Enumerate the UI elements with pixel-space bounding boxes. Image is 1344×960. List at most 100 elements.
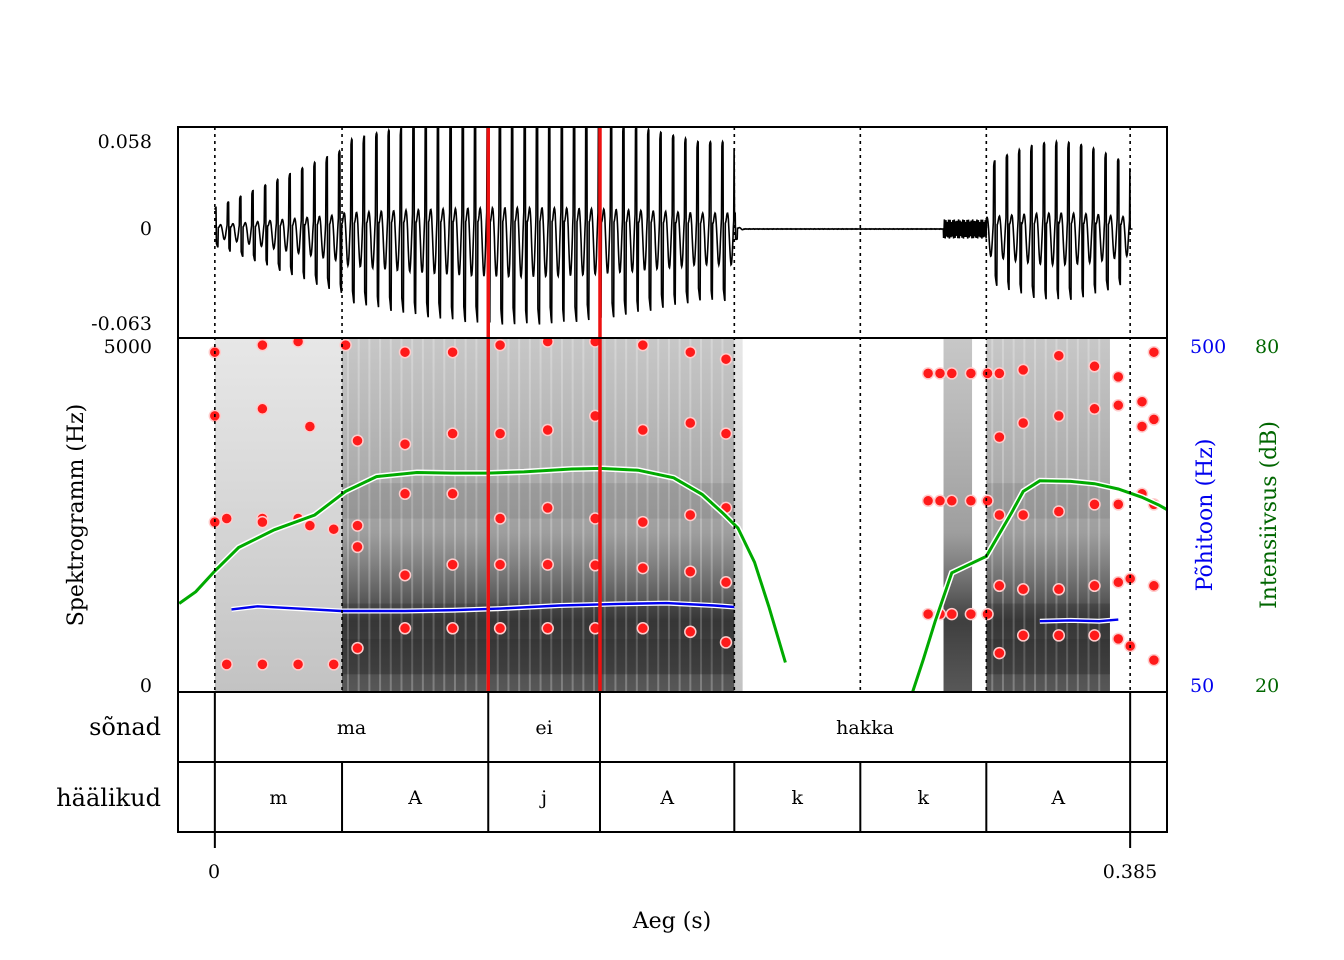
formant-point — [719, 636, 733, 649]
formant-point — [1016, 629, 1030, 642]
formant-dots — [208, 338, 1161, 671]
formant-point — [719, 352, 733, 366]
formant-point — [1052, 349, 1066, 362]
formant-point — [1112, 370, 1125, 384]
formant-point — [993, 367, 1006, 380]
formant-point — [1016, 583, 1030, 596]
formant-point — [981, 367, 994, 380]
formant-point — [993, 646, 1006, 660]
spectrogram-band — [943, 338, 973, 692]
formant-point — [921, 607, 935, 621]
formant-point — [327, 522, 340, 536]
formant-point — [981, 607, 994, 621]
formant-point — [541, 622, 554, 635]
tier-interval-label: k — [918, 787, 930, 809]
intensity-top-tick: 80 — [1255, 336, 1279, 358]
formant-point — [1052, 583, 1066, 596]
formant-point — [636, 561, 650, 575]
formant-point — [327, 658, 340, 671]
formant-point — [1112, 632, 1125, 646]
formant-point — [981, 494, 994, 508]
formant-point — [964, 367, 978, 380]
formant-point — [303, 519, 317, 532]
formant-point — [921, 494, 935, 508]
formant-point — [398, 437, 412, 451]
tier-interval-label: k — [792, 787, 804, 809]
formant-point — [351, 641, 364, 655]
formant-point — [993, 579, 1006, 593]
spectrogram-shading — [214, 338, 1110, 692]
formant-point — [1016, 508, 1030, 522]
formant-point — [921, 367, 935, 380]
formant-point — [945, 607, 959, 621]
spectrogram-top-tick: 5000 — [104, 336, 152, 358]
formant-point — [1147, 413, 1161, 426]
formant-point — [351, 434, 364, 447]
formant-point — [351, 519, 364, 532]
waveform-panel — [178, 127, 1167, 338]
formant-point — [684, 565, 697, 578]
formant-band — [342, 483, 735, 519]
formant-point — [351, 540, 364, 554]
formant-point — [1088, 498, 1101, 511]
waveform-max-tick: 0.058 — [98, 131, 152, 153]
tier-interval-label: A — [407, 787, 422, 809]
formant-point — [636, 515, 650, 529]
formant-point — [719, 427, 733, 440]
formant-point — [493, 427, 507, 440]
waveform-min-tick: -0.063 — [91, 313, 152, 335]
x-tick-start: 0 — [208, 861, 220, 883]
formant-point — [1112, 498, 1125, 511]
intensity-contour — [178, 465, 1167, 692]
spectrogram-axis-label: Spektrogramm (Hz) — [64, 404, 89, 626]
formant-point — [636, 622, 650, 635]
formant-point — [719, 576, 733, 589]
pitch-axis-label: Põhitoon (Hz) — [1193, 439, 1218, 592]
formant-point — [446, 427, 459, 440]
tier-interval-label: A — [659, 787, 674, 809]
tier-interval-label: ei — [535, 717, 552, 739]
tier-interval-label: j — [539, 787, 547, 809]
formant-point — [446, 558, 459, 571]
spectrogram-bottom-tick: 0 — [140, 675, 152, 697]
formant-point — [493, 338, 507, 352]
formant-point — [684, 508, 697, 522]
formant-point — [493, 622, 507, 635]
tier-interval-label: A — [1050, 787, 1065, 809]
waveform-trace — [214, 127, 1133, 325]
waveform-zero-tick: 0 — [140, 218, 152, 240]
pitch-series-line — [231, 601, 735, 613]
pitch-series-line — [1039, 618, 1119, 623]
formant-point — [541, 338, 554, 348]
panel-frames — [177, 126, 1168, 833]
formant-point — [398, 345, 412, 359]
selection-markers — [486, 127, 602, 692]
formant-point — [493, 512, 507, 525]
formant-point — [220, 658, 233, 671]
spectrogram-band — [214, 338, 343, 692]
pitch-contour — [231, 600, 1119, 624]
intensity-bottom-tick: 20 — [1255, 675, 1279, 697]
formant-band — [986, 638, 1110, 675]
formant-point — [1135, 420, 1149, 433]
formant-point — [945, 367, 959, 380]
formant-point — [398, 622, 412, 635]
pitch-top-tick: 500 — [1190, 336, 1226, 358]
formant-point — [1112, 399, 1125, 412]
formant-point — [1052, 505, 1066, 518]
formant-point — [1016, 416, 1030, 430]
formant-point — [291, 338, 305, 348]
formant-point — [493, 558, 507, 571]
formant-point — [446, 487, 459, 501]
formant-point — [684, 625, 697, 639]
formant-point — [1135, 395, 1149, 408]
formant-point — [303, 420, 317, 433]
formant-point — [1016, 363, 1030, 377]
formant-point — [446, 345, 459, 359]
formant-point — [993, 430, 1006, 444]
formant-point — [1147, 345, 1161, 359]
formant-point — [446, 622, 459, 635]
formant-point — [1088, 360, 1101, 373]
